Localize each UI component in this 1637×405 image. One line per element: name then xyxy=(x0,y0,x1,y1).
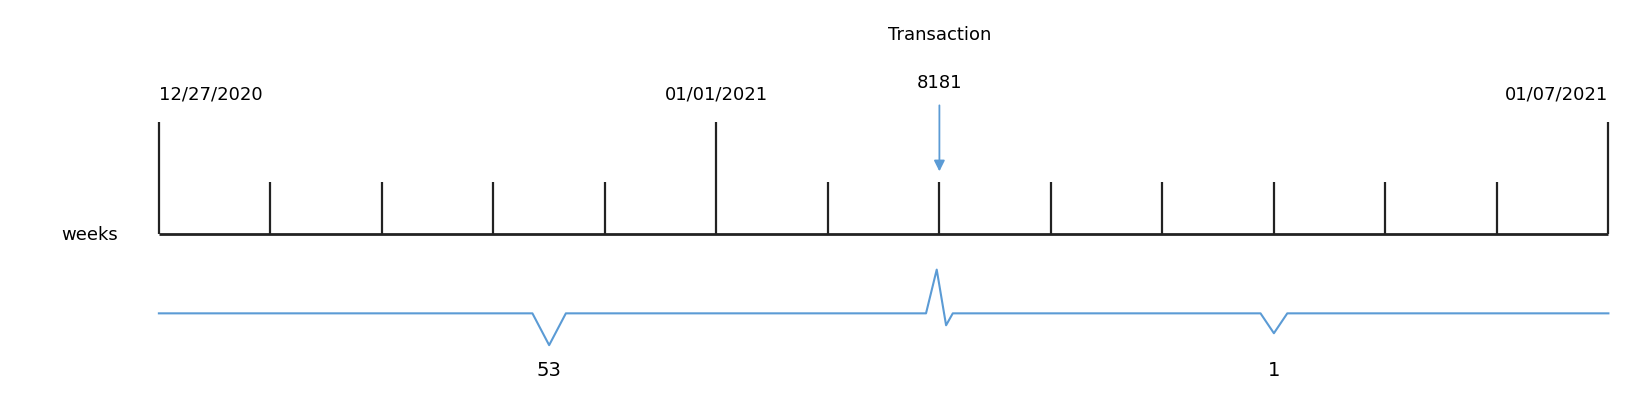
Text: 1: 1 xyxy=(1267,360,1280,379)
Text: Transaction: Transaction xyxy=(887,26,990,44)
Text: 53: 53 xyxy=(537,360,561,379)
Text: 01/01/2021: 01/01/2021 xyxy=(665,85,768,103)
Text: weeks: weeks xyxy=(62,225,118,243)
Text: 01/07/2021: 01/07/2021 xyxy=(1504,85,1609,103)
Text: 8181: 8181 xyxy=(917,73,963,92)
Text: 12/27/2020: 12/27/2020 xyxy=(159,85,262,103)
